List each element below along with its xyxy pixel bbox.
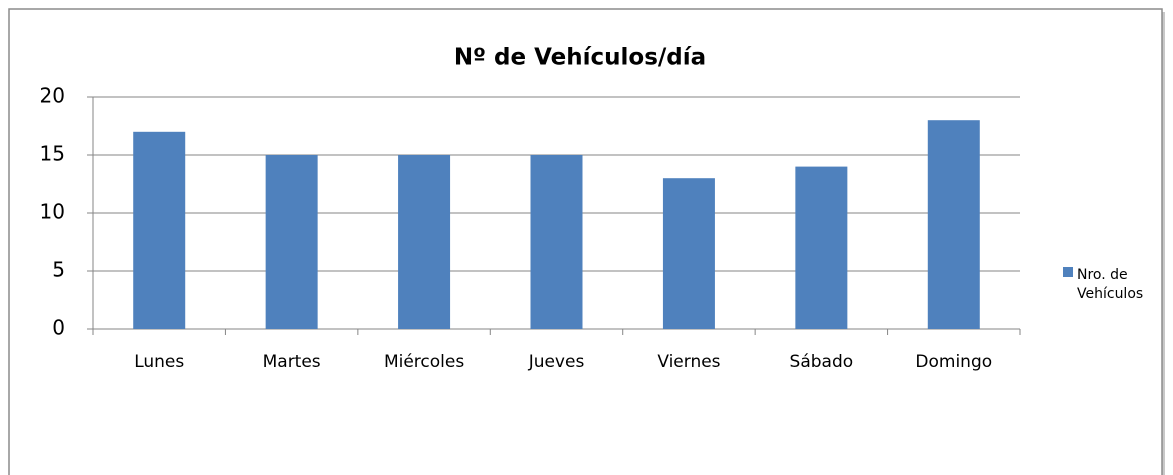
x-tick-label: Viernes [657,352,720,372]
y-tick-label: 20 [40,84,65,108]
bar [530,155,583,329]
x-tick-label: Sábado [790,352,854,372]
x-tick-label: Domingo [915,352,992,372]
legend-swatch [1063,267,1073,277]
y-tick-label: 0 [52,316,65,340]
bar [927,120,980,329]
x-tick-label: Jueves [528,352,585,372]
y-tick-label: 15 [40,142,65,166]
bar [662,178,715,329]
bar [795,166,848,329]
bar [398,155,451,329]
x-tick-label: Lunes [134,352,184,372]
x-tick-label: Miércoles [384,352,464,372]
bar [133,131,186,329]
chart-title: Nº de Vehículos/día [454,45,706,71]
bar [265,155,318,329]
legend-label: Nro. de Vehículos [1077,267,1144,302]
y-tick-label: 5 [52,258,65,282]
y-tick-label: 10 [40,200,65,224]
x-tick-label: Martes [263,352,321,372]
